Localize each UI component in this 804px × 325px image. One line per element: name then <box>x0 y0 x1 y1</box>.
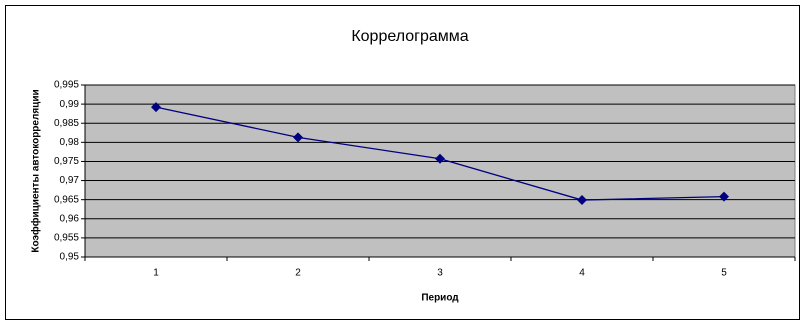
x-tick-label: 5 <box>721 268 727 279</box>
marker <box>293 132 303 143</box>
chart-title: Коррелограмма <box>351 28 468 45</box>
marker <box>151 102 161 113</box>
y-tick-label: 0,965 <box>54 194 79 205</box>
y-tick-label: 0,995 <box>54 80 79 91</box>
x-tick-label: 3 <box>437 268 443 279</box>
y-tick-label: 0,97 <box>60 175 80 186</box>
x-tick-label: 1 <box>153 268 159 279</box>
plot-area <box>84 84 796 258</box>
y-axis-label: Коэффициенты автокорреляции <box>30 89 42 252</box>
y-tick-label: 0,95 <box>60 252 80 263</box>
x-tick-label: 4 <box>579 268 585 279</box>
marker <box>435 153 445 164</box>
x-axis-label: Период <box>421 293 459 304</box>
y-tick-label: 0,985 <box>54 118 79 129</box>
y-tick-label: 0,96 <box>60 213 80 224</box>
marker <box>577 195 587 206</box>
y-tick-label: 0,98 <box>60 137 80 148</box>
y-tick-label: 0,955 <box>54 233 79 244</box>
y-tick-label: 0,99 <box>60 99 80 110</box>
y-tick-label: 0,975 <box>54 156 79 167</box>
marker <box>719 191 729 202</box>
x-tick-label: 2 <box>295 268 301 279</box>
